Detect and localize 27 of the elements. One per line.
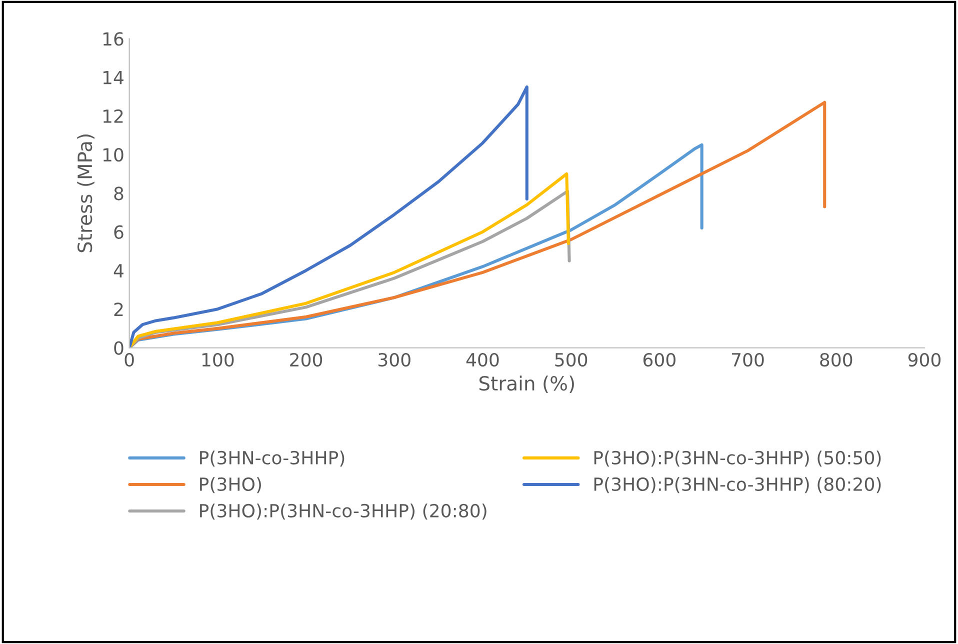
legend-label: P(3HO):P(3HN-co-3HHP) (80:20): [594, 477, 881, 494]
x-tick-label: 900: [908, 352, 940, 367]
y-tick-label: 0: [114, 341, 124, 355]
x-tick-label: 200: [290, 352, 322, 367]
y-tick-label: 12: [103, 109, 123, 123]
x-tick-label: 800: [820, 352, 852, 367]
y-tick-label: 4: [114, 264, 124, 278]
x-tick-label: 100: [202, 352, 234, 367]
x-tick-label: 300: [378, 352, 410, 367]
y-tick-label: 10: [103, 148, 124, 162]
x-tick-label: 500: [555, 352, 588, 367]
legend-label: P(3HN-co-3HHP): [200, 450, 344, 467]
y-tick-label: 14: [103, 70, 124, 84]
legend-label: P(3HO):P(3HN-co-3HHP) (20:80): [200, 504, 486, 520]
x-tick-label: 0: [124, 352, 134, 367]
legend-label: P(3HO):P(3HN-co-3HHP) (50:50): [594, 450, 881, 467]
x-tick-label: 700: [732, 352, 764, 367]
y-axis-title: Stress (MPa): [77, 134, 94, 252]
y-tick-label: 8: [114, 186, 124, 200]
y-tick-label: 16: [103, 32, 124, 46]
legend-label: P(3HO): [200, 477, 261, 494]
x-axis-title: Strain (%): [479, 376, 574, 393]
x-tick-label: 600: [643, 352, 676, 367]
line-series: [129, 85, 528, 348]
x-tick-label: 400: [466, 352, 499, 367]
y-tick-label: 2: [114, 302, 123, 316]
y-tick-label: 6: [114, 225, 124, 239]
